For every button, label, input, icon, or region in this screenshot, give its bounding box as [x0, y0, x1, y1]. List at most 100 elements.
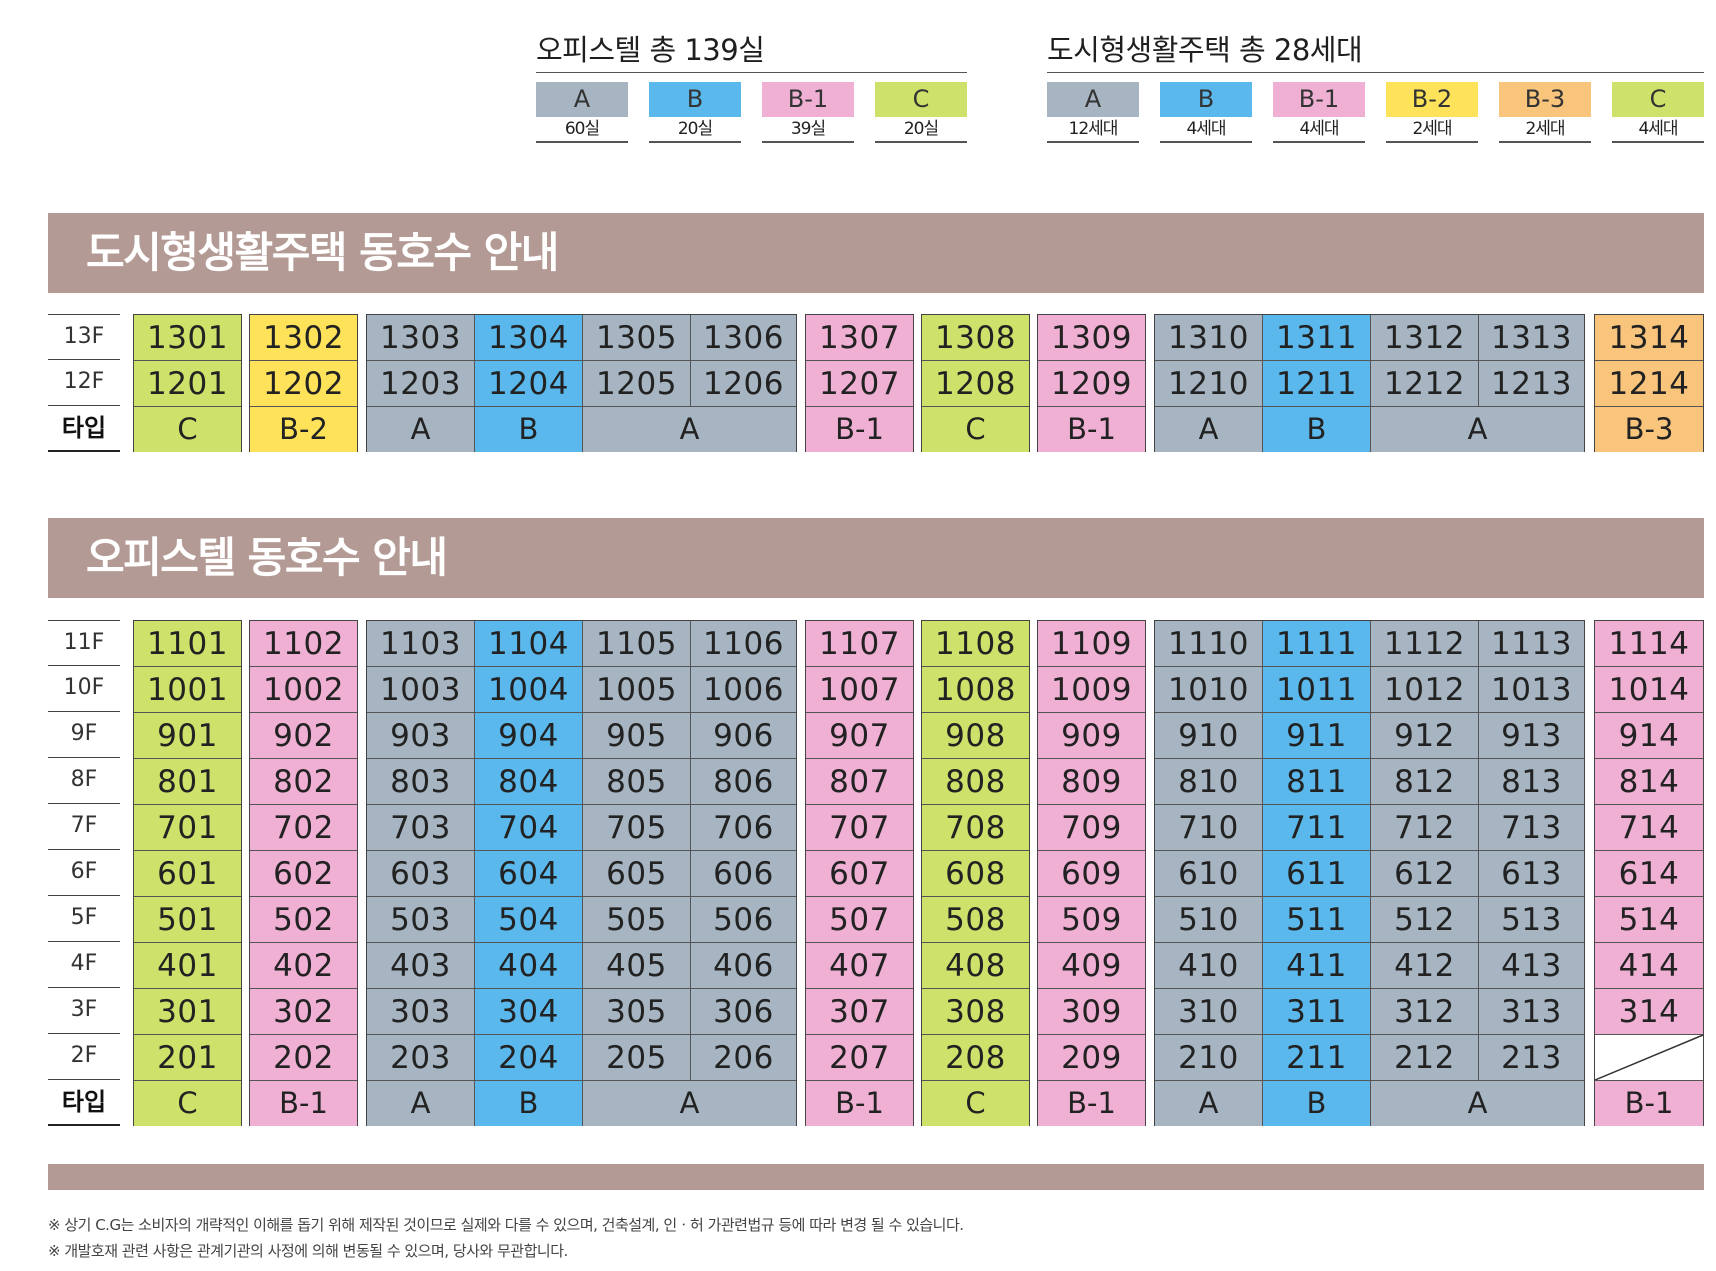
unit-number-cell: 207: [806, 1035, 913, 1081]
floor-label: 6F: [48, 850, 120, 896]
unit-number-cell: 1013: [1479, 667, 1584, 713]
unit-number-cell: 1007: [806, 667, 913, 713]
legend-urban-housing: 도시형생활주택 총 28세대 A 12세대 B 4세대 B-1 4세대 B-2 2세대 B-3 2…: [1047, 30, 1704, 143]
unit-number-cell: 505: [583, 897, 690, 943]
unit-number-cell: 1114: [1595, 621, 1703, 667]
empty-unit-cell: [1595, 1035, 1703, 1081]
unit-column: 1111 1011 911 811 711 611 511 411 311 211: [1263, 621, 1371, 1081]
unit-number-cell: 407: [806, 943, 913, 989]
unit-number-cell: 607: [806, 851, 913, 897]
unit-column: 1303 1203: [367, 315, 475, 407]
unit-column: 1314 1214: [1595, 315, 1703, 407]
unit-number-cell: 1110: [1155, 621, 1262, 667]
unit-columns: 1309 1209: [1038, 315, 1145, 407]
floor-label: 5F: [48, 896, 120, 942]
unit-number-cell: 606: [691, 851, 796, 897]
unit-number-cell: 404: [475, 943, 582, 989]
unit-type-cell: A: [367, 407, 475, 452]
unit-type-cell: B: [475, 1081, 583, 1126]
legend-type-swatch: B: [649, 82, 741, 117]
unit-number-cell: 209: [1038, 1035, 1145, 1081]
unit-columns: 1310 1210 1311 1211 1312 1212 1313 1213: [1155, 315, 1584, 407]
unit-number-cell: 814: [1595, 759, 1703, 805]
unit-number-cell: 503: [367, 897, 474, 943]
unit-number-cell: 308: [922, 989, 1029, 1035]
unit-column: 1309 1209: [1038, 315, 1145, 407]
unit-number-cell: 1305: [583, 315, 690, 361]
unit-number-cell: 1205: [583, 361, 690, 407]
unit-number-cell: 803: [367, 759, 474, 805]
unit-type-cell: B-1: [250, 1081, 357, 1126]
unit-number-cell: 1314: [1595, 315, 1703, 361]
unit-number-cell: 509: [1038, 897, 1145, 943]
type-row: C: [134, 1081, 241, 1126]
unit-number-cell: 501: [134, 897, 241, 943]
unit-column-group: 1309 1209 B-1: [1037, 314, 1146, 452]
unit-column: 1112 1012 912 812 712 612 512 412 312 212: [1371, 621, 1479, 1081]
unit-number-cell: 312: [1371, 989, 1478, 1035]
floor-label: 9F: [48, 712, 120, 758]
unit-column-group: 1314 1214 B-3: [1594, 314, 1704, 452]
unit-column: 1302 1202: [250, 315, 357, 407]
unit-number-cell: 401: [134, 943, 241, 989]
legend-count: 2세대: [1386, 117, 1478, 143]
legend-item: B 20실: [649, 82, 741, 143]
unit-column-group: 1101 1001 901 801 701 601 501 401 301 201 C: [133, 620, 242, 1126]
unit-number-cell: 1001: [134, 667, 241, 713]
unit-number-cell: 1008: [922, 667, 1029, 713]
unit-number-cell: 801: [134, 759, 241, 805]
type-row: B-1: [806, 1081, 913, 1126]
type-row: C: [134, 407, 241, 452]
unit-number-cell: 314: [1595, 989, 1703, 1035]
type-row-label: 타입: [48, 1080, 120, 1126]
unit-column: 1114 1014 914 814 714 614 514 414 314: [1595, 621, 1703, 1081]
unit-number-cell: 1213: [1479, 361, 1584, 407]
legend-type-swatch: B-3: [1499, 82, 1591, 117]
unit-number-cell: 302: [250, 989, 357, 1035]
legend-type-swatch: B: [1160, 82, 1252, 117]
unit-number-cell: 211: [1263, 1035, 1370, 1081]
unit-number-cell: 402: [250, 943, 357, 989]
type-row: B-2: [250, 407, 357, 452]
type-row: B-3: [1595, 407, 1703, 452]
unit-column-group: 1107 1007 907 807 707 607 507 407 307 207 B-1: [805, 620, 914, 1126]
unit-column: 1106 1006 906 806 706 606 506 406 306 206: [691, 621, 796, 1081]
unit-type-cell: B: [475, 407, 583, 452]
unit-number-cell: 1207: [806, 361, 913, 407]
unit-number-cell: 1113: [1479, 621, 1584, 667]
legend-type-swatch: B-2: [1386, 82, 1478, 117]
legend-item: B-2 2세대: [1386, 82, 1478, 143]
floor-label: 7F: [48, 804, 120, 850]
legend-count: 60실: [536, 117, 628, 143]
unit-number-cell: 306: [691, 989, 796, 1035]
unit-type-cell: C: [922, 1081, 1029, 1126]
unit-number-cell: 1309: [1038, 315, 1145, 361]
unit-column: 1311 1211: [1263, 315, 1371, 407]
unit-number-cell: 514: [1595, 897, 1703, 943]
unit-number-cell: 1308: [922, 315, 1029, 361]
unit-column: 1301 1201: [134, 315, 241, 407]
unit-number-cell: 1311: [1263, 315, 1370, 361]
unit-number-cell: 805: [583, 759, 690, 805]
unit-column: 1103 1003 903 803 703 603 503 403 303 203: [367, 621, 475, 1081]
unit-type-cell: B-2: [250, 407, 357, 452]
floor-label: 12F: [48, 360, 120, 406]
unit-number-cell: 710: [1155, 805, 1262, 851]
unit-columns: 1107 1007 907 807 707 607 507 407 307 207: [806, 621, 913, 1081]
type-row: B-1: [1595, 1081, 1703, 1126]
unit-number-cell: 707: [806, 805, 913, 851]
unit-column: 1107 1007 907 807 707 607 507 407 307 207: [806, 621, 913, 1081]
unit-number-cell: 414: [1595, 943, 1703, 989]
slash-line: [1595, 1035, 1703, 1080]
unit-type-cell: C: [922, 407, 1029, 452]
unit-number-cell: 406: [691, 943, 796, 989]
unit-number-cell: 903: [367, 713, 474, 759]
unit-number-cell: 706: [691, 805, 796, 851]
officetel-section-title: 오피스텔 동호수 안내: [86, 533, 448, 582]
unit-columns: 1308 1208: [922, 315, 1029, 407]
unit-number-cell: 1201: [134, 361, 241, 407]
unit-number-cell: 412: [1371, 943, 1478, 989]
